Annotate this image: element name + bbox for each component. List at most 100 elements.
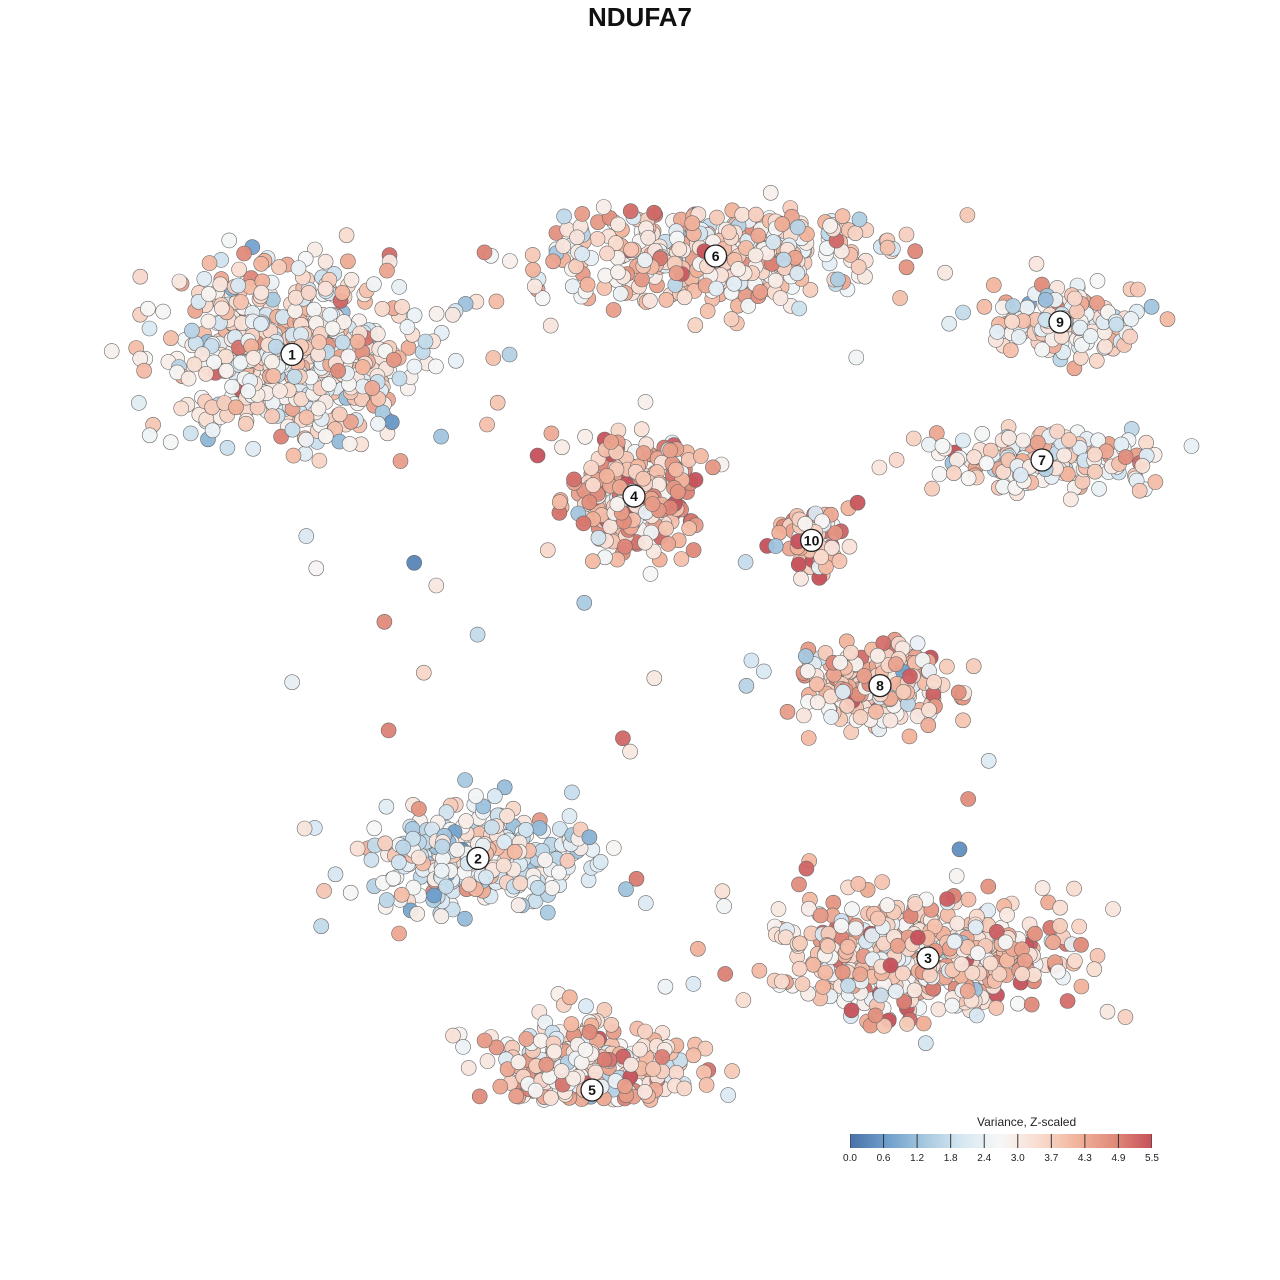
data-point [556, 208, 572, 225]
data-point [901, 728, 918, 745]
data-point [471, 1088, 488, 1105]
colorbar-tick-label: 3.7 [1044, 1153, 1059, 1164]
data-point [1061, 432, 1077, 448]
colorbar-tick-label: 4.9 [1111, 1153, 1126, 1164]
data-point [598, 468, 615, 484]
data-point [252, 316, 269, 332]
data-point [980, 752, 997, 769]
data-point [735, 992, 752, 1008]
data-point [809, 676, 825, 693]
data-point [850, 876, 867, 892]
data-point [406, 358, 423, 375]
data-point [349, 840, 366, 857]
data-point [457, 910, 473, 927]
data-point [791, 960, 808, 977]
data-point [767, 538, 784, 554]
data-point [671, 241, 688, 257]
data-point [1183, 438, 1200, 454]
data-point [525, 261, 541, 278]
data-point [869, 647, 886, 664]
data-point [438, 804, 455, 821]
data-point [965, 658, 982, 675]
data-point [1059, 993, 1076, 1009]
data-point [646, 204, 662, 221]
data-point [317, 253, 334, 270]
data-point [370, 415, 386, 432]
data-point [915, 1015, 932, 1032]
data-point [271, 259, 287, 275]
data-point [200, 313, 217, 330]
data-point [693, 448, 709, 464]
data-point [871, 459, 888, 476]
data-point [917, 1035, 934, 1051]
data-point [363, 851, 380, 868]
data-point [1086, 961, 1103, 978]
data-point [1010, 329, 1027, 345]
data-point [882, 712, 899, 729]
data-point [888, 452, 905, 468]
data-point [772, 290, 789, 306]
data-point [960, 470, 977, 487]
data-point [660, 536, 677, 552]
data-point [1087, 446, 1103, 463]
data-point [968, 1007, 985, 1024]
data-point [657, 978, 674, 995]
data-point [411, 801, 427, 817]
data-point [720, 1087, 737, 1103]
data-point [771, 524, 788, 541]
data-point [171, 273, 188, 290]
data-point [461, 876, 477, 893]
cluster-label-7: 7 [1030, 448, 1054, 472]
data-point [428, 577, 445, 594]
data-point [743, 652, 760, 669]
cluster-label-3: 3 [916, 946, 940, 970]
data-point [612, 285, 629, 302]
data-point [632, 1041, 648, 1058]
data-point [228, 399, 244, 416]
data-point [976, 298, 993, 315]
data-point [485, 350, 502, 366]
data-point [410, 849, 427, 866]
data-point [832, 654, 849, 671]
data-point [385, 351, 402, 368]
data-point [1010, 995, 1026, 1012]
data-point [590, 529, 607, 546]
data-point [581, 494, 598, 511]
data-point [1099, 1003, 1116, 1020]
data-point [945, 465, 962, 482]
cluster-label-10: 10 [799, 528, 824, 553]
data-point [654, 1049, 671, 1065]
data-point [512, 875, 529, 892]
data-point [642, 566, 659, 582]
data-point [496, 834, 513, 850]
data-point [959, 207, 976, 223]
data-point [669, 484, 686, 500]
data-point [879, 897, 896, 914]
data-point [230, 277, 246, 294]
data-point [930, 1001, 947, 1018]
data-point [721, 224, 737, 240]
data-point [717, 966, 734, 982]
data-point [1063, 491, 1079, 508]
data-point [1087, 463, 1103, 480]
data-point [327, 866, 344, 883]
data-point [714, 883, 731, 900]
data-point [476, 1032, 493, 1049]
data-point [579, 276, 596, 293]
cluster-label-text: 2 [474, 850, 482, 866]
data-point [383, 414, 400, 431]
data-point [553, 1063, 570, 1079]
data-point [574, 246, 590, 262]
data-point [960, 791, 977, 807]
data-point [409, 905, 426, 922]
data-point [644, 496, 661, 512]
data-point [960, 891, 977, 908]
data-point [792, 935, 808, 952]
data-point [767, 272, 784, 289]
data-point [909, 635, 926, 652]
data-point [468, 788, 484, 804]
colorbar-legend: Variance, Z-scaled 0.0 0.6 1.2 1.8 2.4 3.0 3.7… [842, 1112, 1162, 1172]
data-point [1056, 447, 1072, 464]
data-point [681, 520, 698, 537]
data-point [1045, 934, 1061, 951]
